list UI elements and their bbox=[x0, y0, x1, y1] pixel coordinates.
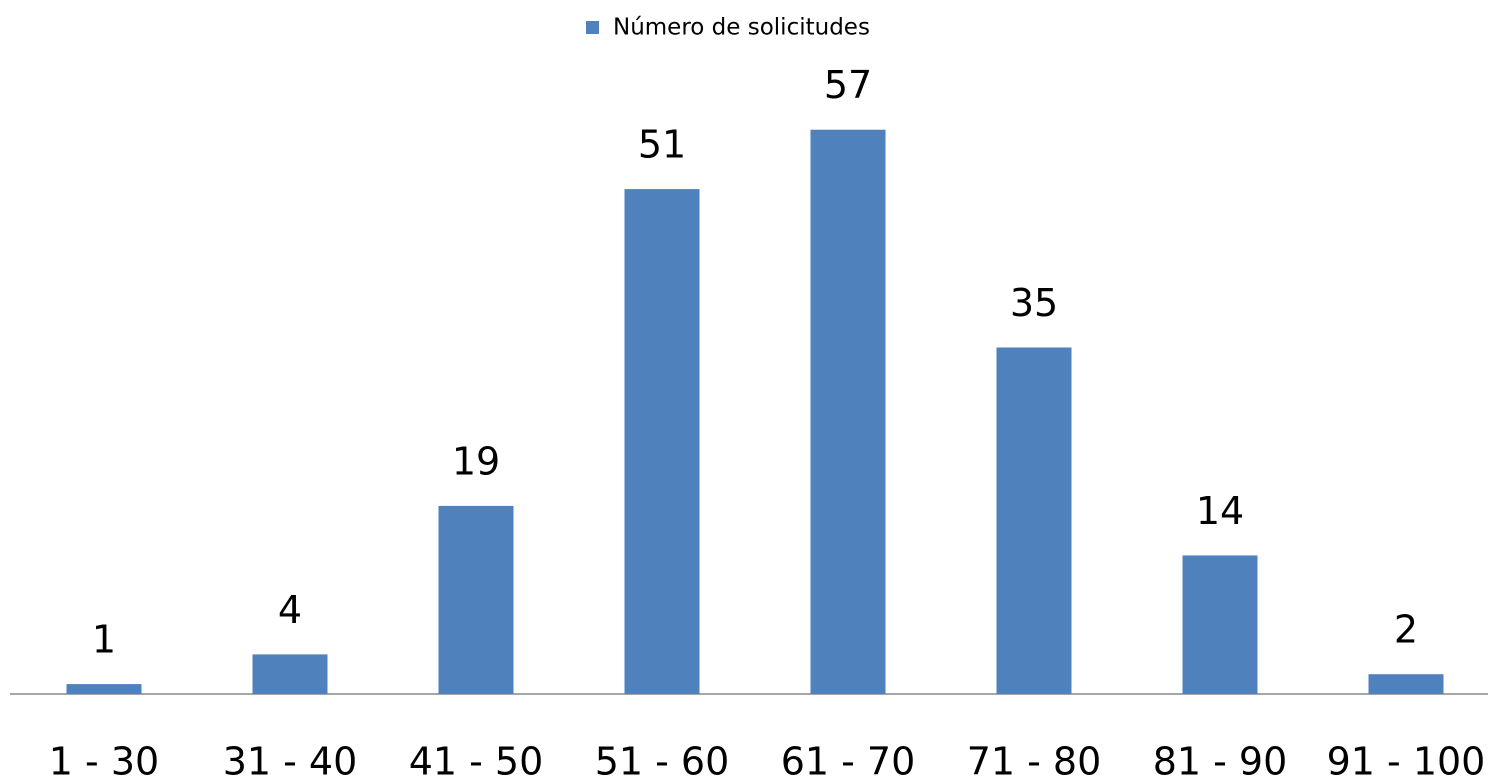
bar bbox=[252, 654, 328, 694]
data-label: 2 bbox=[1394, 608, 1418, 652]
x-tick-label: 51 - 60 bbox=[595, 740, 730, 783]
bar bbox=[66, 684, 142, 694]
x-tick-label: 31 - 40 bbox=[223, 740, 358, 783]
data-label: 35 bbox=[1010, 281, 1058, 325]
bar bbox=[1368, 674, 1444, 694]
x-tick-label: 1 - 30 bbox=[49, 740, 159, 783]
data-label: 51 bbox=[638, 123, 686, 167]
bar bbox=[996, 347, 1072, 694]
legend-label: Número de solicitudes bbox=[613, 15, 870, 41]
bar bbox=[438, 505, 514, 694]
x-tick-label: 81 - 90 bbox=[1153, 740, 1288, 783]
bar bbox=[810, 129, 886, 694]
legend-swatch bbox=[586, 21, 599, 34]
bar bbox=[1182, 555, 1258, 694]
x-tick-label: 71 - 80 bbox=[967, 740, 1102, 783]
data-label: 4 bbox=[278, 588, 302, 632]
x-tick-label: 41 - 50 bbox=[409, 740, 544, 783]
data-label: 57 bbox=[824, 63, 872, 107]
data-label: 19 bbox=[452, 439, 500, 483]
data-label: 14 bbox=[1196, 489, 1244, 533]
x-tick-label: 91 - 100 bbox=[1327, 740, 1486, 783]
data-label: 1 bbox=[92, 618, 116, 662]
bar bbox=[624, 189, 700, 694]
x-tick-label: 61 - 70 bbox=[781, 740, 916, 783]
